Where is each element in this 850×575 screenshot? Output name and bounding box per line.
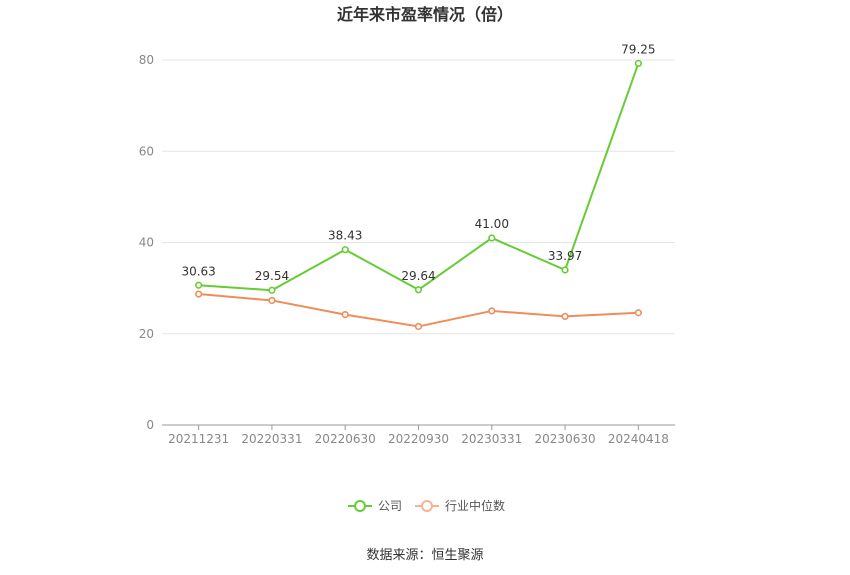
x-tick-label: 20220331 <box>241 432 302 446</box>
legend-item[interactable]: 公司 <box>348 499 402 513</box>
legend-item[interactable]: 行业中位数 <box>415 498 505 513</box>
data-point <box>341 246 349 254</box>
legend-swatch-marker <box>421 500 433 512</box>
data-point <box>561 312 569 321</box>
legend-label: 公司 <box>378 499 402 513</box>
axes: 0 20 40 60 80 20211231 20220331 20220630 2022093… <box>139 53 675 446</box>
data-point <box>488 307 496 315</box>
x-tick-label: 20230630 <box>535 432 596 446</box>
y-tick-label: 20 <box>139 327 154 341</box>
data-point <box>341 310 349 319</box>
data-point <box>414 286 423 294</box>
data-point <box>268 296 276 305</box>
chart-title: 近年来市盈率情况（倍） <box>337 5 513 24</box>
y-tick-label: 80 <box>139 53 154 67</box>
data-label: 33.97 <box>548 249 582 263</box>
x-tick-label: 20211231 <box>168 432 229 446</box>
x-tick-label: 20220630 <box>315 432 376 446</box>
data-point <box>634 59 642 68</box>
data-label: 29.54 <box>255 269 289 283</box>
data-point <box>488 234 496 242</box>
series <box>195 59 642 331</box>
source-note: 数据来源：恒生聚源 <box>366 548 483 563</box>
series-line-1 <box>198 293 639 328</box>
data-label: 38.43 <box>328 229 362 243</box>
y-tick-label: 60 <box>139 144 154 158</box>
data-label: 79.25 <box>621 42 655 56</box>
grid <box>162 59 675 335</box>
legend-label: 行业中位数 <box>445 498 505 513</box>
data-label: 41.00 <box>475 217 509 231</box>
data-point <box>195 290 203 298</box>
x-tick-label: 20220930 <box>388 432 449 446</box>
y-tick-label: 40 <box>139 236 154 250</box>
data-point <box>414 322 423 331</box>
legend[interactable]: 公司 行业中位数 <box>348 498 505 513</box>
data-label: 30.63 <box>181 264 215 278</box>
data-label: 29.64 <box>401 269 435 283</box>
x-tick-label: 20240418 <box>608 432 669 446</box>
data-point <box>268 286 276 294</box>
y-tick-label: 0 <box>146 418 154 432</box>
data-point <box>195 281 203 289</box>
data-point <box>561 266 569 274</box>
legend-swatch-marker <box>354 500 366 512</box>
data-point <box>634 309 642 317</box>
data-labels: 30.63 29.54 38.43 29.64 41.00 33.97 79.25 <box>181 42 655 283</box>
x-tick-label: 20230331 <box>461 432 522 446</box>
